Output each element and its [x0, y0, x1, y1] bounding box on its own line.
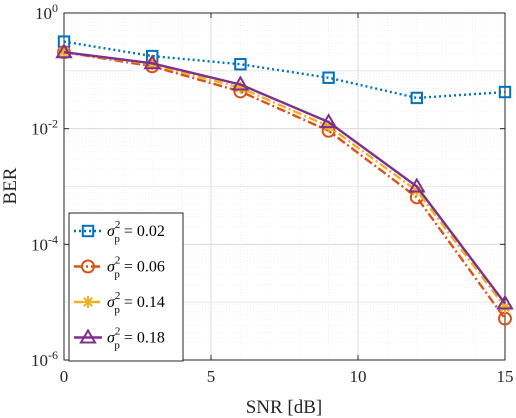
- triangle-marker: [319, 113, 338, 129]
- x-tick-label: 0: [60, 367, 69, 386]
- triangle-marker: [79, 328, 97, 344]
- asterisk-marker: [82, 296, 94, 308]
- series-line: [63, 40, 506, 100]
- legend-label: σ2 p = 0.06: [107, 255, 165, 281]
- asterisk-marker: [499, 301, 511, 314]
- triangle-marker: [496, 294, 514, 310]
- x-tick-label: 10: [350, 367, 367, 386]
- legend-item: σ2 p = 0.06: [74, 255, 165, 281]
- data-series: [55, 35, 514, 326]
- series-0: [57, 35, 512, 105]
- legend-label: σ2 p = 0.14: [107, 290, 165, 316]
- square-marker: [322, 71, 335, 84]
- legend-item: σ2 p = 0.14: [74, 290, 165, 316]
- triangle-marker: [143, 54, 161, 70]
- legend-label: σ2 p = 0.18: [107, 326, 165, 352]
- plot-frame: [63, 12, 506, 361]
- x-tick-label: 15: [497, 367, 514, 386]
- asterisk-stroke: [82, 296, 94, 308]
- triangle-marker: [231, 75, 250, 91]
- circle-marker: [81, 259, 95, 274]
- square-marker: [410, 91, 424, 105]
- y-tick-label: 10-4: [31, 232, 58, 254]
- x-axis-title: SNR [dB]: [246, 397, 323, 418]
- square-marker: [498, 85, 512, 99]
- y-tick-label: 10-6: [31, 348, 58, 370]
- tick-labels: 0 5 10 15 10-6 10-4 10-2 100: [31, 1, 514, 386]
- y-tick-label: 10-2: [31, 117, 58, 139]
- legend: σ2 p = 0.02 σ2 p = 0.06 σ2 p = 0.14 σ2 p = 0.18: [68, 212, 184, 362]
- square-marker: [234, 58, 247, 71]
- square-marker: [81, 224, 95, 238]
- series-line: [63, 51, 506, 320]
- legend-item: σ2 p = 0.18: [74, 326, 165, 352]
- plot-axes: [63, 12, 506, 361]
- y-tick-label: 100: [35, 1, 58, 23]
- series-3: [55, 43, 514, 310]
- y-axis-title: BER: [0, 167, 21, 204]
- legend-item: σ2 p = 0.02: [74, 219, 165, 245]
- legend-label: σ2 p = 0.02: [107, 219, 165, 245]
- triangle-marker: [408, 177, 426, 193]
- x-tick-label: 5: [207, 367, 216, 386]
- triangle-marker: [55, 43, 73, 59]
- series-line: [63, 51, 506, 305]
- asterisk-stroke: [499, 302, 511, 313]
